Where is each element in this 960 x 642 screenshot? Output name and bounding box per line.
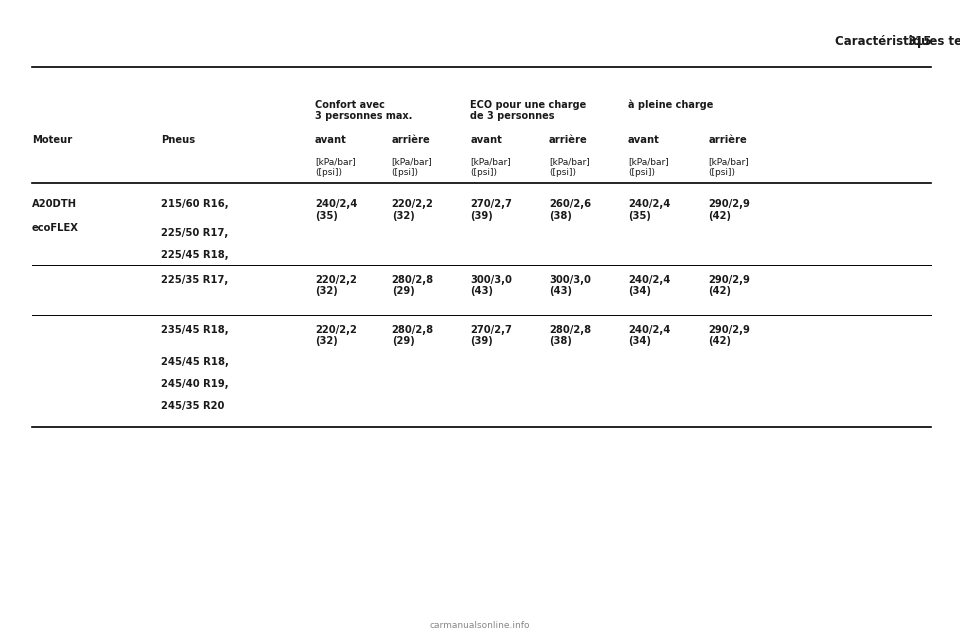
Text: 300/3,0
(43): 300/3,0 (43) <box>549 275 591 297</box>
Text: avant: avant <box>315 135 347 145</box>
Text: 280/2,8
(29): 280/2,8 (29) <box>392 275 434 297</box>
Text: 290/2,9
(42): 290/2,9 (42) <box>708 275 751 297</box>
Text: 220/2,2
(32): 220/2,2 (32) <box>315 325 357 347</box>
Text: 315: 315 <box>906 35 931 48</box>
Text: arrière: arrière <box>549 135 588 145</box>
Text: 270/2,7
(39): 270/2,7 (39) <box>470 199 513 221</box>
Text: 280/2,8
(29): 280/2,8 (29) <box>392 325 434 347</box>
Text: 240/2,4
(35): 240/2,4 (35) <box>628 199 670 221</box>
Text: 290/2,9
(42): 290/2,9 (42) <box>708 199 751 221</box>
Text: ECO pour une charge
de 3 personnes: ECO pour une charge de 3 personnes <box>470 100 587 121</box>
Text: carmanualsonline.info: carmanualsonline.info <box>430 621 530 630</box>
Text: ecoFLEX: ecoFLEX <box>32 223 79 234</box>
Text: 290/2,9
(42): 290/2,9 (42) <box>708 325 751 347</box>
Text: 225/45 R18,: 225/45 R18, <box>161 250 228 261</box>
Text: 240/2,4
(34): 240/2,4 (34) <box>628 275 670 297</box>
Text: 280/2,8
(38): 280/2,8 (38) <box>549 325 591 347</box>
Text: Confort avec
3 personnes max.: Confort avec 3 personnes max. <box>315 100 412 121</box>
Text: 220/2,2
(32): 220/2,2 (32) <box>315 275 357 297</box>
Text: 220/2,2
(32): 220/2,2 (32) <box>392 199 434 221</box>
Text: 300/3,0
(43): 300/3,0 (43) <box>470 275 513 297</box>
Text: arrière: arrière <box>708 135 747 145</box>
Text: Moteur: Moteur <box>32 135 72 145</box>
Text: avant: avant <box>470 135 502 145</box>
Text: 245/40 R19,: 245/40 R19, <box>161 379 228 389</box>
Text: 245/45 R18,: 245/45 R18, <box>161 357 229 367</box>
Text: avant: avant <box>628 135 660 145</box>
Text: A20DTH: A20DTH <box>32 199 77 209</box>
Text: 225/50 R17,: 225/50 R17, <box>161 228 228 238</box>
Text: 245/35 R20: 245/35 R20 <box>161 401 225 412</box>
Text: 260/2,6
(38): 260/2,6 (38) <box>549 199 591 221</box>
Text: [kPa/bar]
([psi]): [kPa/bar] ([psi]) <box>392 157 432 177</box>
Text: [kPa/bar]
([psi]): [kPa/bar] ([psi]) <box>470 157 511 177</box>
Text: à pleine charge: à pleine charge <box>628 100 713 110</box>
Text: 270/2,7
(39): 270/2,7 (39) <box>470 325 513 347</box>
Text: [kPa/bar]
([psi]): [kPa/bar] ([psi]) <box>628 157 668 177</box>
Text: 240/2,4
(34): 240/2,4 (34) <box>628 325 670 347</box>
Text: arrière: arrière <box>392 135 430 145</box>
Text: Pneus: Pneus <box>161 135 196 145</box>
Text: [kPa/bar]
([psi]): [kPa/bar] ([psi]) <box>708 157 749 177</box>
Text: 225/35 R17,: 225/35 R17, <box>161 275 228 285</box>
Text: [kPa/bar]
([psi]): [kPa/bar] ([psi]) <box>315 157 355 177</box>
Text: 215/60 R16,: 215/60 R16, <box>161 199 228 209</box>
Text: Caractéristiques techniques: Caractéristiques techniques <box>835 35 960 48</box>
Text: 235/45 R18,: 235/45 R18, <box>161 325 228 335</box>
Text: 240/2,4
(35): 240/2,4 (35) <box>315 199 357 221</box>
Text: [kPa/bar]
([psi]): [kPa/bar] ([psi]) <box>549 157 589 177</box>
